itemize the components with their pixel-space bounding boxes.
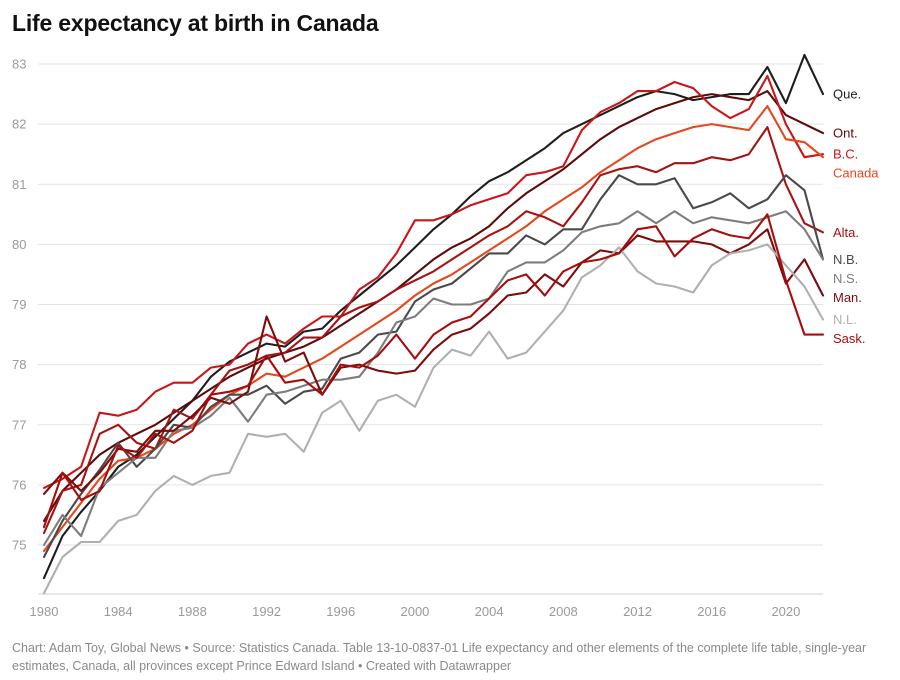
series-label-alta: Alta. (833, 225, 859, 240)
y-tick-label: 77 (12, 417, 26, 432)
y-tick-label: 75 (12, 538, 26, 553)
x-tick-label: 2004 (475, 604, 504, 619)
series-line-nl (42, 243, 825, 595)
series-line-man (42, 228, 825, 495)
series-line-sask (42, 213, 825, 529)
x-tick-label: 1988 (178, 604, 207, 619)
y-tick-label: 80 (12, 237, 26, 252)
chart-footer: Chart: Adam Toy, Global News • Source: S… (12, 641, 867, 673)
x-tick-label: 1980 (30, 604, 59, 619)
series-label-nl: N.L. (833, 312, 857, 327)
series-line-que (42, 53, 825, 580)
series-label-man: Man. (833, 290, 862, 305)
y-tick-label: 76 (12, 477, 26, 492)
series-line-canada (42, 105, 825, 553)
x-tick-label: 2012 (623, 604, 652, 619)
y-tick-label: 83 (12, 57, 26, 72)
x-tick-label: 2000 (400, 604, 429, 619)
x-tick-label: 1984 (104, 604, 133, 619)
x-tick-label: 1996 (326, 604, 355, 619)
series-label-layer: Que. Ont. B.C. Canada Alta. N.B. N.S. Man. N.L. S… (833, 87, 879, 346)
series-line-alta (42, 126, 825, 535)
x-tick-label: 1992 (252, 604, 281, 619)
x-tick-label: 2020 (771, 604, 800, 619)
series-label-que: Que. (833, 87, 861, 102)
y-tick-label: 82 (12, 117, 26, 132)
x-tick-label: 2016 (697, 604, 726, 619)
series-label-ns: N.S. (833, 271, 858, 286)
x-tick-label: 2008 (549, 604, 578, 619)
line-chart: Que. Ont. B.C. Canada Alta. N.B. N.S. Man. N.L. S… (12, 53, 879, 620)
y-tick-label: 79 (12, 297, 26, 312)
y-tick-label: 81 (12, 177, 26, 192)
series-line-nb (42, 174, 825, 559)
series-line-bc (42, 74, 825, 489)
series-line-ns (42, 210, 825, 547)
axis-layer: 75 76 77 78 79 80 81 82 83 1980 1984 1988 1992 1996 20… (12, 57, 800, 620)
chart-title: Life expectancy at birth in Canada (12, 10, 379, 36)
series-layer (42, 53, 825, 595)
grid-layer (38, 63, 823, 595)
series-label-sask: Sask. (833, 331, 866, 346)
series-label-canada: Canada (833, 166, 879, 181)
y-tick-label: 78 (12, 357, 26, 372)
series-label-nb: N.B. (833, 252, 858, 267)
series-line-ont (42, 90, 825, 522)
series-label-ont: Ont. (833, 126, 858, 141)
series-label-bc: B.C. (833, 147, 858, 162)
